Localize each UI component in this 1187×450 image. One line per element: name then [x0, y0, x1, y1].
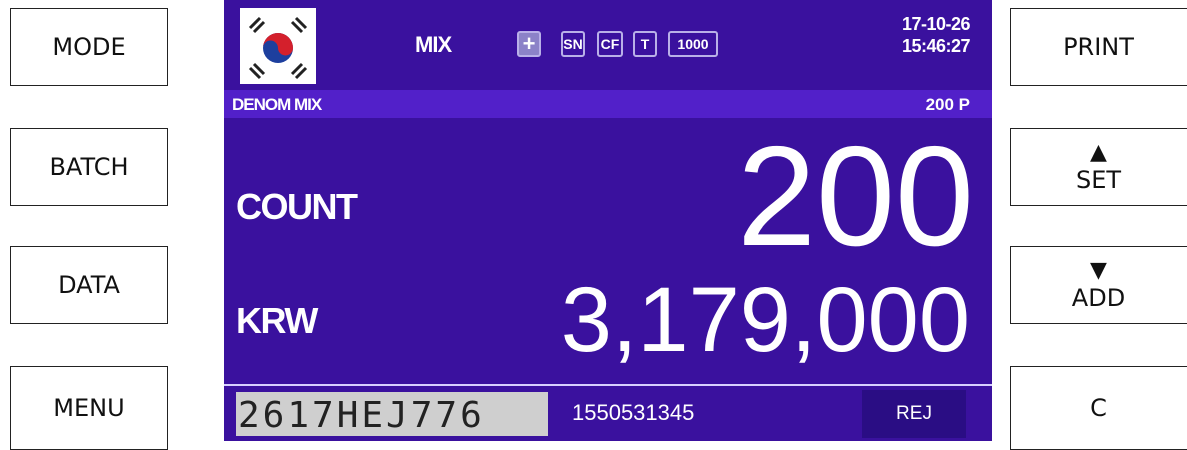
status-icon: SN	[561, 31, 585, 57]
currency-label: KRW	[236, 300, 318, 341]
denom-label: DENOM MIX	[232, 95, 322, 114]
mode: MIX	[415, 32, 452, 57]
left-button[interactable]: DATA	[10, 246, 168, 324]
status-icon: CF	[597, 31, 623, 57]
count-value: 200	[737, 117, 974, 276]
date: 17-10-26	[901, 14, 971, 34]
right-button[interactable]: ▼ ADD	[1010, 246, 1187, 324]
time: 15:46:27	[901, 36, 971, 56]
button-label: C	[1090, 394, 1107, 422]
right-button[interactable]: C	[1010, 366, 1187, 450]
left-button[interactable]: BATCH	[10, 128, 168, 206]
button-label: SET	[1075, 166, 1122, 194]
flag	[240, 8, 316, 84]
serial-image-text: 2617HEJ776	[238, 395, 485, 436]
display: MIX + SN CF T 1000 17-10-26 15:46:27 DENOM M…	[224, 0, 992, 441]
flag-graphic	[248, 16, 308, 80]
reject-indicator: REJ	[862, 390, 966, 438]
status-icon: +	[517, 31, 541, 57]
status-icon: 1000	[668, 31, 718, 57]
sub-bar: DENOM MIX 200 P	[224, 90, 992, 118]
left-button[interactable]: MODE	[10, 8, 168, 86]
datetime: 17-10-26 15:46:27	[901, 13, 971, 57]
left-button[interactable]: MENU	[10, 366, 168, 450]
arrow: ▼	[1090, 258, 1107, 283]
button-label: PRINT	[1063, 33, 1134, 61]
status-icon: T	[633, 31, 657, 57]
serial-image: 2617HEJ776	[236, 392, 548, 436]
divider	[224, 384, 992, 386]
right-button[interactable]: ▲ SET	[1010, 128, 1187, 206]
amount-value: 3,179,000	[560, 269, 970, 371]
serial-number: 1550531345	[572, 400, 695, 425]
button-label: ADD	[1071, 284, 1126, 312]
page-count: 200 P	[925, 95, 970, 114]
arrow: ▲	[1090, 140, 1107, 165]
count-label: COUNT	[236, 186, 358, 227]
right-button[interactable]: PRINT	[1010, 8, 1187, 86]
